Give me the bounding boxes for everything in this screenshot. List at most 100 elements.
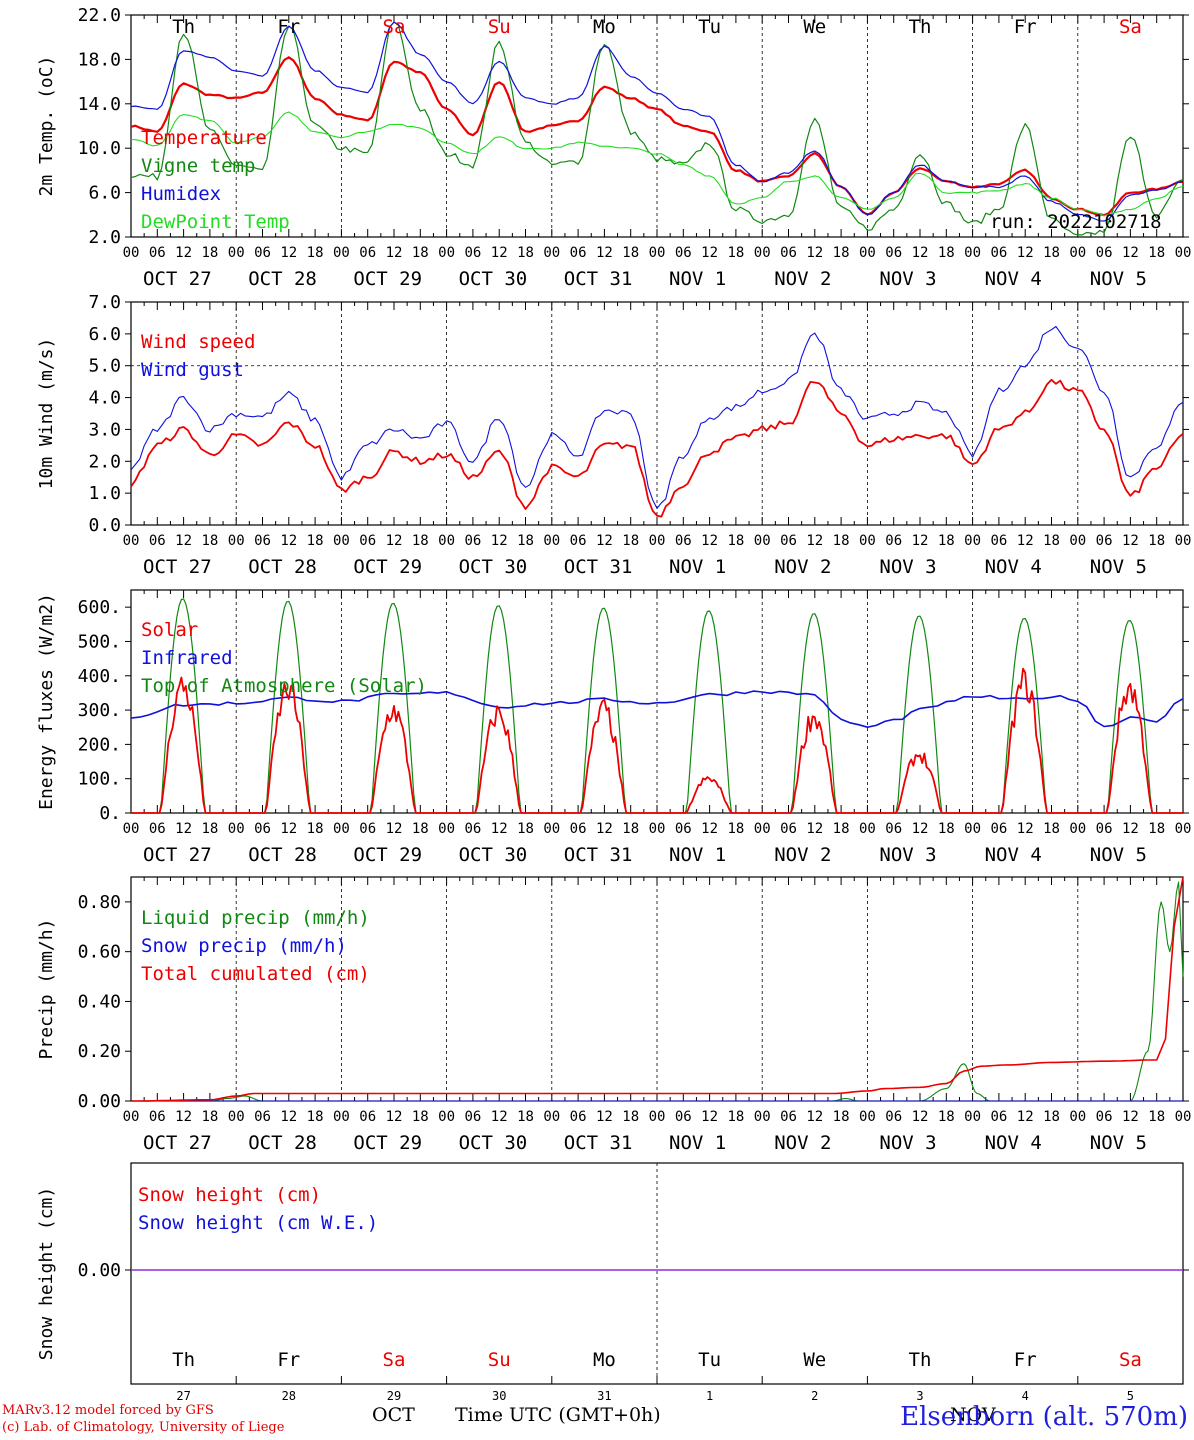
hour-tick-label: 12 — [491, 533, 508, 549]
hour-tick-label: 06 — [675, 1109, 692, 1125]
hour-tick-label: 06 — [675, 533, 692, 549]
y-tick-label: 1.0 — [88, 483, 121, 504]
hour-tick-label: 06 — [885, 533, 902, 549]
date-label: OCT 31 — [564, 556, 633, 578]
hour-tick-label: 18 — [622, 1109, 639, 1125]
hour-tick-label: 12 — [596, 245, 613, 261]
hour-tick-label: 00 — [543, 245, 560, 261]
hour-tick-label: 12 — [1122, 821, 1139, 837]
hour-tick-label: 12 — [596, 533, 613, 549]
y-tick-label: 0.40 — [78, 991, 121, 1012]
hour-tick-label: 18 — [307, 245, 324, 261]
hour-tick-label: 06 — [254, 821, 271, 837]
series-line-wind-speed — [130, 378, 1184, 518]
date-label: OCT 27 — [143, 268, 212, 290]
y-tick-label: 6.0 — [88, 324, 121, 345]
hour-tick-label: 06 — [1096, 533, 1113, 549]
hour-tick-label: 06 — [149, 533, 166, 549]
day-number: 28 — [282, 1389, 296, 1403]
hour-tick-label: 12 — [280, 245, 297, 261]
date-label: OCT 27 — [143, 1132, 212, 1154]
date-label: OCT 28 — [248, 556, 317, 578]
hour-tick-label: 00 — [1175, 821, 1192, 837]
hour-tick-label: 18 — [938, 1109, 955, 1125]
hour-tick-label: 12 — [175, 821, 192, 837]
hour-tick-label: 00 — [754, 245, 771, 261]
date-label: OCT 27 — [143, 556, 212, 578]
hour-tick-label: 18 — [412, 533, 429, 549]
hour-tick-label: 00 — [964, 821, 981, 837]
hour-tick-label: 00 — [333, 821, 350, 837]
legend-entry: Temperature — [141, 127, 267, 149]
y-axis-label: Energy fluxes (W/m2) — [36, 593, 57, 810]
hour-tick-label: 12 — [912, 1109, 929, 1125]
hour-tick-label: 06 — [254, 1109, 271, 1125]
hour-tick-label: 18 — [517, 245, 534, 261]
day-number: 31 — [597, 1389, 611, 1403]
month-label-oct: OCT — [372, 1404, 415, 1426]
hour-tick-label: 00 — [123, 245, 140, 261]
hour-tick-label: 18 — [517, 821, 534, 837]
date-label: NOV 1 — [669, 1132, 726, 1154]
hour-tick-label: 18 — [412, 821, 429, 837]
date-label: OCT 30 — [459, 268, 528, 290]
y-tick-label: 7.0 — [88, 292, 121, 313]
date-label: OCT 31 — [564, 844, 633, 866]
hour-tick-label: 06 — [990, 1109, 1007, 1125]
hour-tick-label: 06 — [464, 533, 481, 549]
hour-tick-label: 06 — [780, 1109, 797, 1125]
hour-tick-label: 18 — [201, 1109, 218, 1125]
model-credit: MARv3.12 model forced by GFS — [2, 1403, 214, 1418]
hour-tick-label: 18 — [622, 533, 639, 549]
hour-tick-label: 18 — [201, 821, 218, 837]
hour-tick-label: 18 — [938, 245, 955, 261]
hour-tick-label: 12 — [491, 1109, 508, 1125]
hour-tick-label: 06 — [570, 533, 587, 549]
day-number: 1 — [706, 1389, 713, 1403]
day-name: Su — [488, 1349, 511, 1371]
hour-tick-label: 12 — [806, 821, 823, 837]
hour-tick-label: 18 — [1148, 533, 1165, 549]
hour-tick-label: 00 — [754, 533, 771, 549]
run-annotation: run: 2022102718 — [990, 211, 1162, 233]
date-label: NOV 4 — [985, 556, 1042, 578]
hour-tick-label: 12 — [1122, 245, 1139, 261]
hour-tick-label: 18 — [833, 821, 850, 837]
hour-tick-label: 18 — [1043, 1109, 1060, 1125]
hour-tick-label: 12 — [701, 1109, 718, 1125]
hour-tick-label: 12 — [1017, 533, 1034, 549]
y-tick-label: 0.20 — [78, 1041, 121, 1062]
hour-tick-label: 06 — [149, 1109, 166, 1125]
y-tick-label: 0.0 — [88, 515, 121, 536]
hour-tick-label: 00 — [438, 533, 455, 549]
hour-tick-label: 00 — [123, 1109, 140, 1125]
hour-tick-label: 18 — [517, 533, 534, 549]
hour-tick-label: 00 — [1069, 245, 1086, 261]
y-tick-label: 14.0 — [78, 94, 121, 115]
panel-frame-3 — [130, 589, 1184, 814]
hour-tick-label: 18 — [1148, 821, 1165, 837]
day-number: 4 — [1022, 1389, 1029, 1403]
hour-tick-label: 18 — [1148, 245, 1165, 261]
day-name: We — [803, 16, 826, 38]
hour-tick-label: 00 — [859, 821, 876, 837]
hour-tick-label: 12 — [912, 533, 929, 549]
date-label: NOV 5 — [1090, 1132, 1147, 1154]
day-name: Su — [488, 16, 511, 38]
hour-tick-label: 06 — [990, 821, 1007, 837]
hour-tick-label: 00 — [228, 1109, 245, 1125]
date-label: OCT 30 — [459, 844, 528, 866]
date-label: NOV 4 — [985, 844, 1042, 866]
hour-tick-label: 00 — [123, 533, 140, 549]
hour-tick-label: 06 — [1096, 245, 1113, 261]
hour-tick-label: 00 — [1175, 1109, 1192, 1125]
date-label: OCT 31 — [564, 1132, 633, 1154]
hour-tick-label: 00 — [543, 821, 560, 837]
hour-tick-label: 06 — [990, 533, 1007, 549]
day-number: 2 — [811, 1389, 818, 1403]
date-label: OCT 30 — [459, 556, 528, 578]
y-axis-label: Precip (mm/h) — [36, 919, 57, 1060]
legend-entry: Infrared — [141, 647, 233, 669]
day-number: 30 — [492, 1389, 506, 1403]
series-line-temperature — [130, 56, 1184, 217]
